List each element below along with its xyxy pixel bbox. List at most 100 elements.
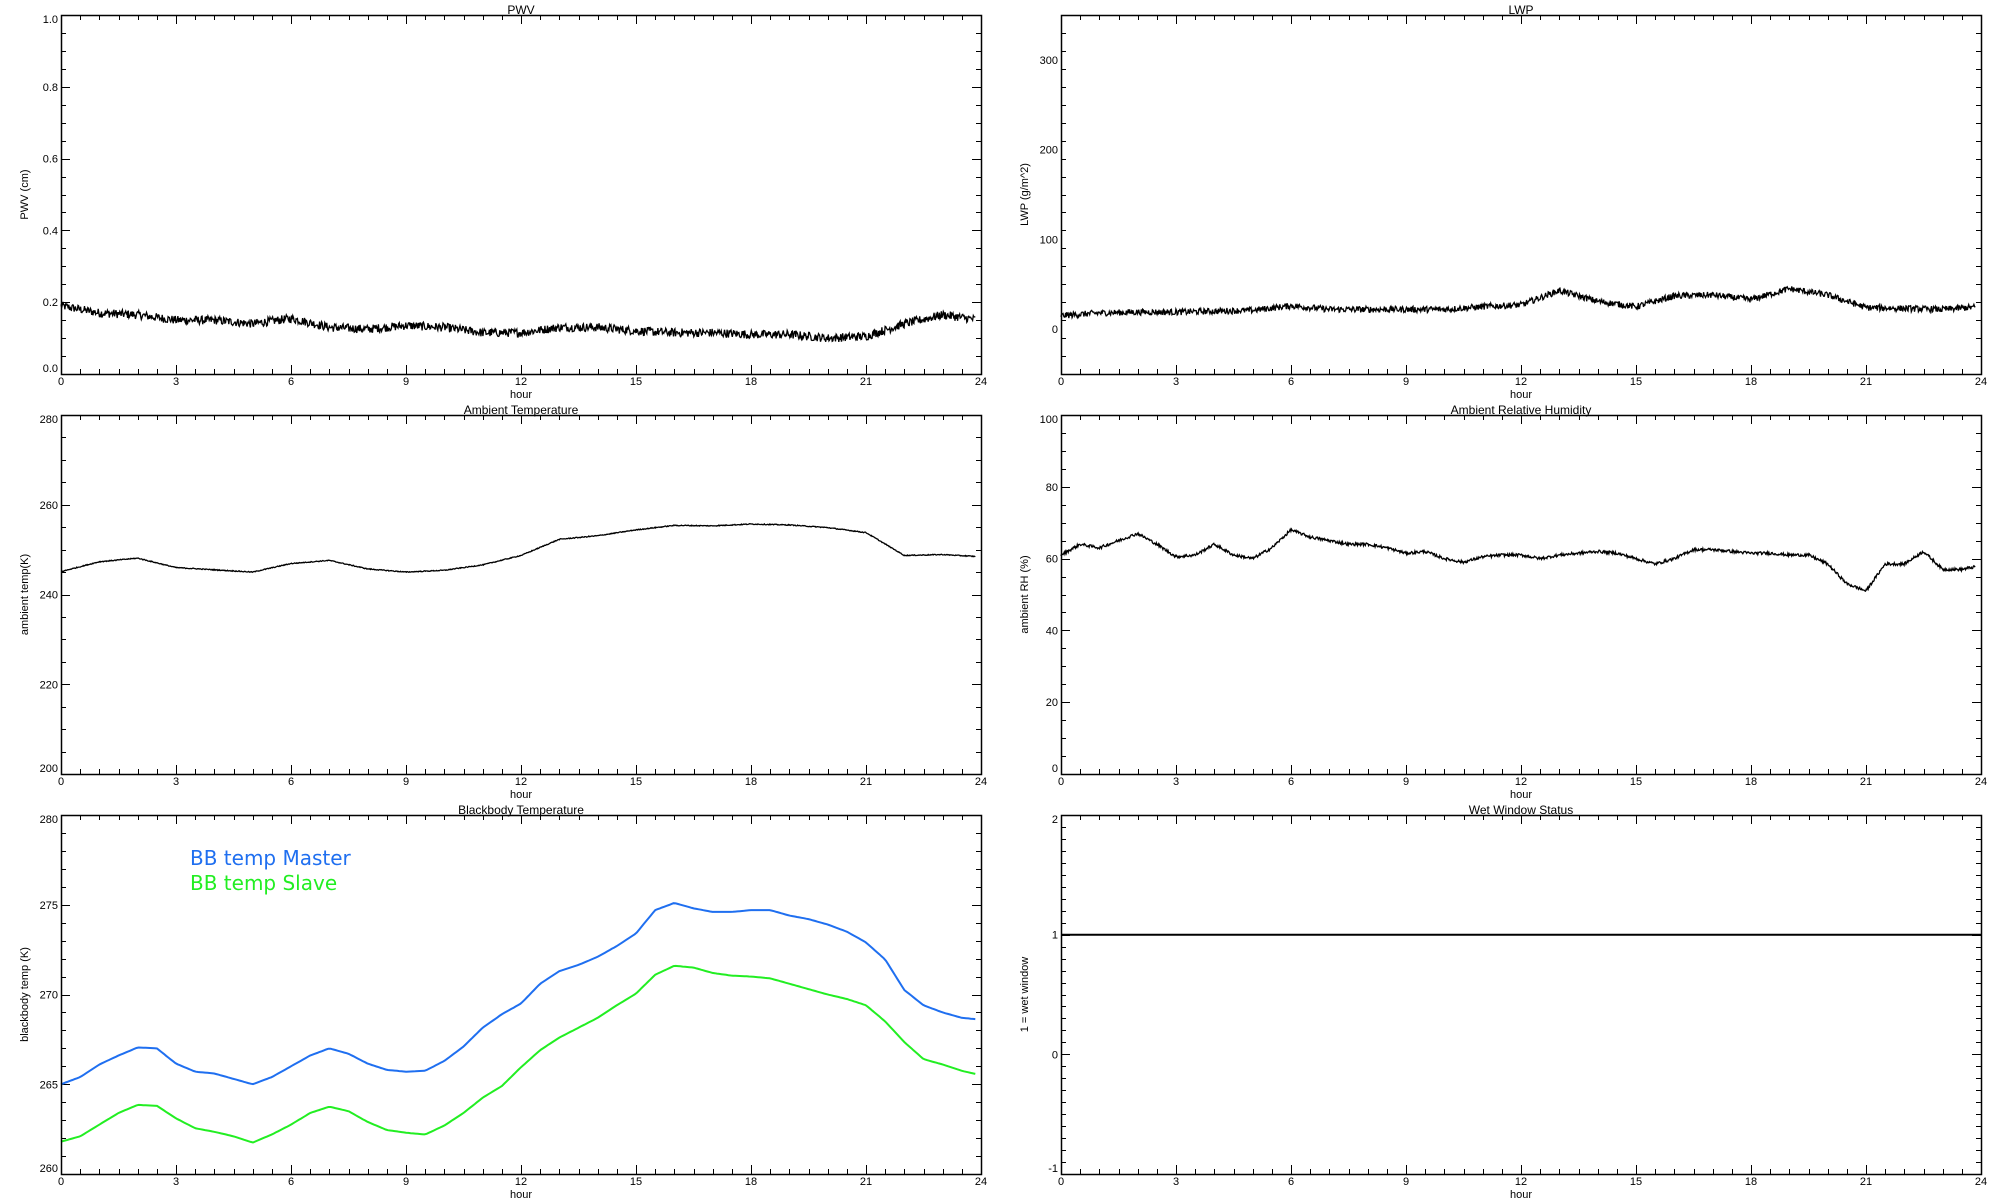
panel-title: LWP: [1508, 3, 1533, 17]
y-tick-label: 0: [1052, 1049, 1058, 1061]
panel-pwv: PWV 0 3 6 9 12 15 18 21 24 hour 0.0 0.2 0.4 0.6 0.8 1.0 P…: [19, 3, 987, 401]
y-tick-label: 0.4: [43, 225, 58, 237]
x-tick-label: 9: [403, 776, 409, 788]
x-tick-label: 6: [1288, 1176, 1294, 1188]
x-tick-label: 21: [860, 1176, 872, 1188]
x-tick-label: 0: [58, 376, 64, 388]
y-tick-label: 200: [40, 763, 58, 775]
x-tick-label: 3: [1173, 776, 1179, 788]
x-tick-label: 3: [1173, 376, 1179, 388]
y-axis-label: blackbody temp (K): [19, 947, 31, 1042]
series-line-ambient-temp: [60, 522, 976, 574]
x-tick-label: 3: [1173, 1176, 1179, 1188]
y-tick-label: 2: [1052, 814, 1058, 826]
x-tick-label: 0: [58, 1176, 64, 1188]
y-tick-label: 275: [40, 900, 58, 912]
panel-ambient-temp: Ambient Temperature 0 3 6 9 12 15 18 21 24 hour 200…: [19, 403, 987, 801]
x-tick-label: 12: [1515, 376, 1527, 388]
x-tick-label: 15: [630, 776, 642, 788]
x-tick-label: 24: [1975, 1176, 1987, 1188]
x-tick-label: 15: [1630, 376, 1642, 388]
x-tick-label: 21: [1860, 1176, 1872, 1188]
y-tick-label: 280: [40, 414, 58, 426]
plot-frame: [1060, 814, 1983, 1176]
y-tick-label: 1: [1052, 930, 1058, 942]
y-tick-label: 270: [40, 990, 58, 1002]
x-tick-label: 9: [1403, 776, 1409, 788]
x-tick-label: 3: [173, 1176, 179, 1188]
x-tick-label: 6: [288, 776, 294, 788]
x-tick-label: 21: [1860, 376, 1872, 388]
x-tick-label: 3: [173, 376, 179, 388]
x-tick-label: 18: [1745, 776, 1757, 788]
y-tick-label: 0: [1052, 324, 1058, 336]
x-tick-label: 24: [1975, 376, 1987, 388]
legend-entry: BB temp Slave: [190, 871, 337, 895]
x-tick-label: 24: [975, 776, 987, 788]
y-tick-label: 0: [1052, 763, 1058, 775]
y-tick-label: 265: [40, 1079, 58, 1091]
x-tick-label: 6: [288, 376, 294, 388]
y-axis-label: ambient RH (%): [1019, 555, 1031, 633]
y-axis-label: ambient temp(K): [19, 554, 31, 635]
y-axis-label: 1 = wet window: [1019, 957, 1031, 1033]
x-axis-label: hour: [1510, 789, 1532, 801]
x-tick-label: 12: [515, 776, 527, 788]
y-tick-label: 20: [1046, 697, 1058, 709]
y-tick-label: 0.0: [43, 363, 58, 375]
y-tick-label: 280: [40, 814, 58, 826]
x-tick-label: 12: [515, 1176, 527, 1188]
x-tick-label: 18: [745, 376, 757, 388]
x-tick-label: 3: [173, 776, 179, 788]
x-tick-label: 0: [1058, 1176, 1064, 1188]
y-tick-label: 260: [40, 500, 58, 512]
series-line-lwp: [1060, 285, 1976, 320]
x-axis-label: hour: [510, 1189, 532, 1200]
panel-title: Blackbody Temperature: [458, 803, 584, 817]
x-tick-label: 9: [1403, 1176, 1409, 1188]
x-tick-label: 6: [1288, 376, 1294, 388]
y-axis-label: LWP (g/m^2): [1019, 163, 1031, 226]
x-tick-label: 0: [58, 776, 64, 788]
y-tick-label: 60: [1046, 554, 1058, 566]
y-tick-label: 220: [40, 679, 58, 691]
panel-title: Ambient Relative Humidity: [1451, 403, 1592, 417]
x-axis-label: hour: [510, 389, 532, 401]
y-tick-label: 0.6: [43, 154, 58, 166]
plot-frame: [60, 14, 983, 376]
x-tick-label: 18: [1745, 376, 1757, 388]
plot-frame: [60, 414, 983, 776]
y-tick-label: 100: [1040, 414, 1058, 426]
y-tick-label: 0.8: [43, 82, 58, 94]
x-tick-label: 15: [1630, 776, 1642, 788]
panel-lwp: LWP 0 3 6 9 12 15 18 21 24 hour 0 100 200 300 LWP (g/m^…: [1019, 3, 1987, 401]
x-tick-label: 24: [975, 1176, 987, 1188]
x-tick-label: 0: [1058, 376, 1064, 388]
x-axis-label: hour: [1510, 389, 1532, 401]
x-tick-label: 21: [860, 376, 872, 388]
series-line-bb-temp-master: [60, 902, 976, 1086]
panel-blackbody-temp: Blackbody Temperature 0 3 6 9 12 15 18 21 24 hour 2…: [19, 803, 987, 1200]
y-tick-label: 240: [40, 590, 58, 602]
panel-ambient-rh: Ambient Relative Humidity 0 3 6 9 12 15 18 21 24 h…: [1019, 403, 1987, 801]
series-line-pwv: [60, 301, 976, 343]
y-tick-label: 300: [1040, 55, 1058, 67]
y-tick-label: 0.2: [43, 297, 58, 309]
x-tick-label: 21: [1860, 776, 1872, 788]
series-line-bb-temp-slave: [60, 964, 976, 1144]
y-tick-label: 80: [1046, 482, 1058, 494]
x-tick-label: 9: [403, 1176, 409, 1188]
x-tick-label: 15: [630, 376, 642, 388]
x-axis-label: hour: [1510, 1189, 1532, 1200]
x-tick-label: 6: [288, 1176, 294, 1188]
x-tick-label: 9: [1403, 376, 1409, 388]
y-tick-label: -1: [1048, 1163, 1058, 1175]
y-tick-label: 100: [1040, 234, 1058, 246]
x-tick-label: 24: [975, 376, 987, 388]
series-line-ambient-rh: [1060, 527, 1976, 593]
x-tick-label: 18: [745, 776, 757, 788]
x-tick-label: 21: [860, 776, 872, 788]
x-tick-label: 18: [745, 1176, 757, 1188]
